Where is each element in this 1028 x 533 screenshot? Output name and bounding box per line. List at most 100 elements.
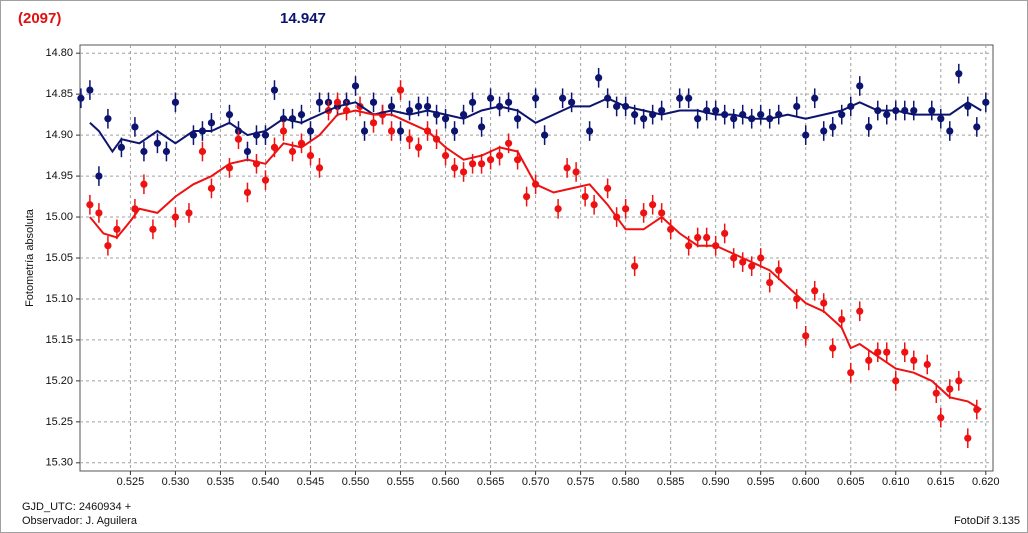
- data-point: [748, 262, 756, 270]
- x-tick-label: 0.590: [702, 476, 730, 488]
- data-point: [477, 123, 486, 131]
- data-point: [333, 98, 342, 106]
- data-point: [243, 147, 252, 156]
- data-point: [923, 360, 931, 369]
- data-point: [306, 127, 315, 135]
- data-point: [131, 123, 139, 131]
- data-point: [901, 348, 909, 356]
- x-tick-label: 0.600: [792, 476, 820, 488]
- x-tick-label: 0.570: [522, 476, 550, 488]
- data-point: [86, 86, 94, 94]
- data-point: [171, 98, 180, 106]
- data-point: [631, 111, 639, 119]
- data-point: [513, 156, 522, 164]
- data-point: [396, 127, 405, 135]
- data-point: [563, 164, 571, 172]
- data-point: [604, 184, 612, 192]
- data-point: [973, 123, 981, 131]
- data-point: [658, 209, 666, 217]
- x-tick-label: 0.525: [117, 476, 145, 488]
- x-tick-label: 0.555: [387, 476, 415, 488]
- y-tick-label: 15.00: [45, 211, 73, 223]
- data-point: [730, 115, 738, 123]
- data-point: [568, 98, 576, 106]
- y-tick-label: 14.95: [45, 170, 73, 182]
- data-point: [721, 229, 729, 238]
- data-point: [946, 385, 954, 393]
- x-tick-label: 0.585: [657, 476, 685, 488]
- data-point: [802, 131, 810, 139]
- y-tick-label: 14.80: [45, 47, 73, 59]
- data-point: [865, 123, 873, 131]
- data-point: [928, 106, 936, 115]
- data-point: [730, 254, 738, 262]
- data-point: [113, 225, 121, 233]
- data-point: [590, 201, 598, 209]
- x-tick-label: 0.615: [927, 476, 955, 488]
- data-point: [829, 123, 837, 131]
- data-point: [820, 127, 828, 135]
- data-point: [946, 127, 954, 135]
- x-tick-label: 0.595: [747, 476, 775, 488]
- data-point: [468, 160, 477, 168]
- data-point: [847, 369, 855, 377]
- data-point: [595, 74, 603, 82]
- data-point: [712, 106, 720, 115]
- data-point: [405, 106, 414, 115]
- data-point: [117, 143, 126, 152]
- data-point: [883, 348, 891, 356]
- data-point: [793, 102, 801, 111]
- data-point: [86, 201, 94, 209]
- data-point: [531, 94, 540, 102]
- data-point: [261, 131, 270, 139]
- data-point: [441, 115, 450, 123]
- x-tick-label: 0.610: [882, 476, 910, 488]
- data-point: [685, 94, 693, 102]
- y-axis-label: Fotometría absoluta: [24, 208, 36, 307]
- data-point: [649, 201, 657, 209]
- data-point: [162, 147, 171, 156]
- data-point: [315, 164, 324, 172]
- data-point: [739, 258, 747, 266]
- data-point: [243, 188, 252, 197]
- data-point: [802, 332, 810, 340]
- smoothed-line: [89, 109, 982, 411]
- data-point: [234, 135, 243, 143]
- data-point: [104, 115, 112, 123]
- data-point: [559, 94, 567, 102]
- data-point: [486, 94, 495, 102]
- data-point: [297, 111, 306, 119]
- data-point: [676, 94, 684, 102]
- data-point: [829, 344, 837, 352]
- y-tick-label: 15.30: [45, 457, 73, 469]
- x-tick-label: 0.575: [567, 476, 595, 488]
- data-point: [586, 127, 594, 135]
- data-point: [185, 209, 193, 217]
- data-point: [423, 102, 432, 111]
- data-point: [306, 151, 315, 160]
- data-point: [387, 102, 396, 111]
- data-point: [572, 168, 580, 176]
- y-tick-label: 14.90: [45, 129, 73, 141]
- x-tick-label: 0.535: [207, 476, 235, 488]
- y-tick-label: 15.10: [45, 293, 73, 305]
- data-point: [396, 86, 405, 94]
- data-point: [932, 389, 940, 397]
- data-point: [522, 192, 531, 201]
- data-point: [685, 242, 693, 250]
- data-point: [450, 127, 459, 135]
- data-point: [865, 356, 873, 365]
- data-point: [883, 111, 891, 119]
- data-point: [703, 233, 711, 242]
- data-point: [95, 172, 103, 180]
- data-point: [640, 115, 648, 123]
- data-point: [414, 143, 423, 152]
- data-point: [513, 115, 522, 123]
- y-tick-label: 15.25: [45, 416, 73, 428]
- data-point: [104, 242, 112, 250]
- x-tick-label: 0.530: [162, 476, 190, 488]
- data-point: [892, 377, 900, 385]
- data-point: [495, 151, 504, 160]
- data-point: [77, 94, 85, 102]
